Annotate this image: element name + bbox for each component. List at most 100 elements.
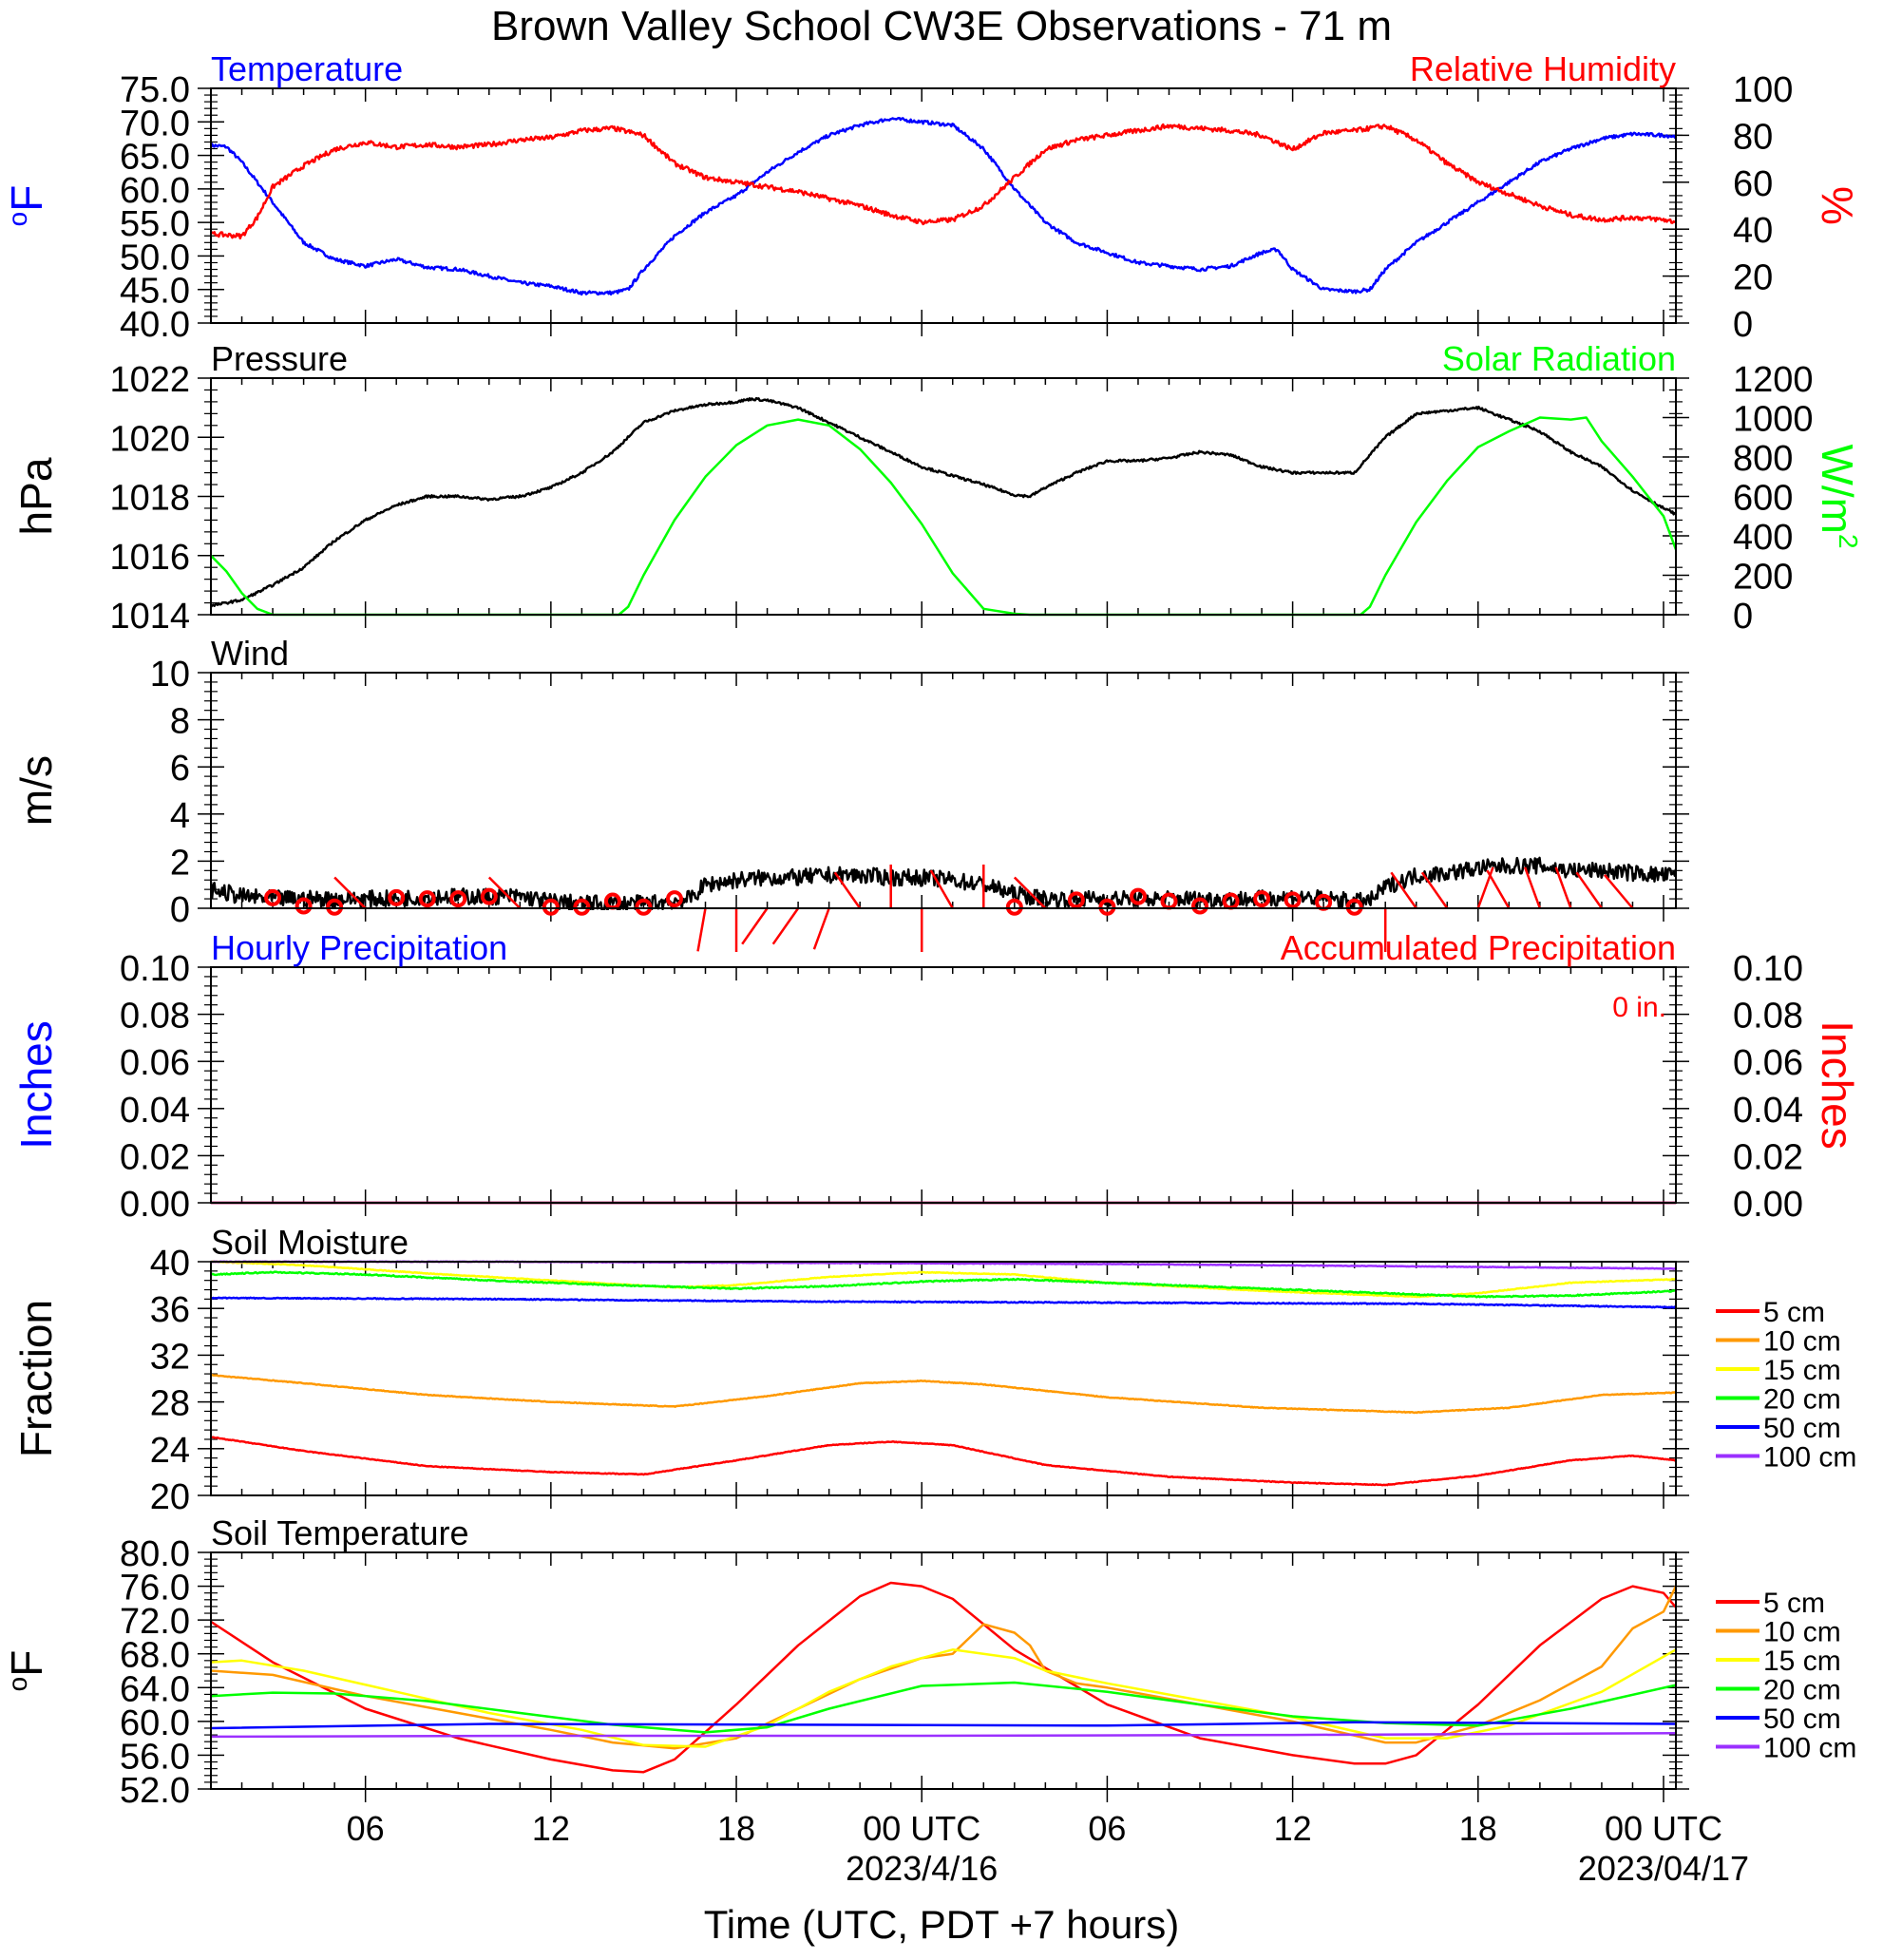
y-tick-label: 1016: [109, 538, 190, 578]
calm-wind-marker: [635, 898, 653, 916]
y-tick-label: 1018: [109, 479, 190, 519]
panel-title-right: Relative Humidity: [1410, 49, 1676, 88]
y2-tick-label: 200: [1733, 558, 1793, 598]
panel-frame: [210, 377, 1677, 616]
y2-tick-label: 600: [1733, 479, 1793, 519]
y-tick-label: 40: [150, 1244, 190, 1284]
panel-title-right: Accumulated Precipitation: [1281, 928, 1676, 967]
legend-label: 20 cm: [1763, 1384, 1841, 1416]
wind-barb: [1575, 871, 1603, 909]
x-tick-label: 00 UTC: [1605, 1809, 1722, 1848]
y2-tick-label: 1200: [1733, 360, 1814, 400]
y-tick-label: 10: [150, 655, 190, 695]
y-tick-label: 0.02: [120, 1137, 190, 1177]
series-group: [211, 116, 1676, 296]
x-tick-date-label: 2023/04/17: [1578, 1849, 1749, 1888]
series-line-red: [211, 1581, 1676, 1774]
wind-barb: [741, 907, 769, 945]
y-axis-title-right: Inches: [1813, 1020, 1862, 1150]
panel-temp_rh: 40.045.050.055.060.065.070.075.0 0 20 40 60 8…: [2, 49, 1862, 345]
y2-tick-label: 0.04: [1733, 1091, 1803, 1131]
y-tick-label: 24: [150, 1431, 190, 1471]
calm-wind-marker: [1253, 890, 1271, 908]
series-line-orange: [211, 1373, 1676, 1415]
calm-wind-marker: [1067, 891, 1085, 909]
y-tick-label: 45.0: [120, 272, 190, 312]
y-axis-title-left: hPa: [11, 457, 61, 535]
x-tick-label: 06: [1088, 1809, 1126, 1848]
y-axis-title-right: W/m2: [1813, 444, 1863, 548]
series-line-black: [211, 396, 1676, 608]
y-tick-label: 32: [150, 1337, 190, 1377]
legend-label: 50 cm: [1763, 1703, 1841, 1735]
y-tick-label: 75.0: [120, 70, 190, 110]
y-tick-label: 72.0: [120, 1602, 190, 1642]
y2-tick-label: 0.08: [1733, 997, 1803, 1037]
calm-wind-marker: [264, 888, 282, 906]
panel-frame: [210, 1551, 1677, 1790]
y-axis-title-right: %: [1813, 186, 1862, 225]
wind-barb: [696, 907, 707, 952]
y2-tick-label: 0: [1733, 597, 1753, 637]
y-tick-label: 0.10: [120, 949, 190, 989]
x-tick-label: 06: [347, 1809, 385, 1848]
y-tick-label: 36: [150, 1290, 190, 1330]
y2-tick-label: 0.00: [1733, 1185, 1803, 1225]
series-line-red: [211, 1436, 1676, 1487]
y-tick-label: 60.0: [120, 171, 190, 211]
y-axis-title-left: oF: [2, 1650, 51, 1692]
y2-tick-label: 0.06: [1733, 1043, 1803, 1083]
panel-frame: [210, 966, 1677, 1204]
y-tick-label: 0.06: [120, 1043, 190, 1083]
x-tick-date-label: 2023/4/16: [846, 1849, 998, 1888]
y-tick-label: 4: [170, 796, 190, 836]
panel-title-left: Temperature: [211, 49, 403, 88]
calm-wind-marker: [326, 898, 344, 916]
wind-barb: [487, 876, 522, 909]
y-tick-label: 65.0: [120, 138, 190, 178]
y-tick-label: 68.0: [120, 1636, 190, 1676]
y-tick-label: 80.0: [120, 1534, 190, 1574]
series-line-blue: [211, 1296, 1676, 1309]
panel-title-left: Wind: [211, 634, 289, 673]
y2-tick-label: 60: [1733, 164, 1773, 204]
y-axis-title-left: oF: [2, 185, 51, 227]
legend-label: 20 cm: [1763, 1675, 1841, 1706]
legend-label: 100 cm: [1763, 1733, 1856, 1764]
y2-tick-label: 20: [1733, 258, 1773, 298]
calm-wind-marker: [1129, 887, 1147, 905]
y-tick-label: 64.0: [120, 1669, 190, 1709]
y-tick-label: 1022: [109, 360, 190, 400]
legend-label: 5 cm: [1763, 1297, 1825, 1328]
wind-barb: [1523, 866, 1542, 909]
legend-label: 10 cm: [1763, 1617, 1841, 1648]
legend-label: 15 cm: [1763, 1646, 1841, 1677]
y-tick-label: 0.00: [120, 1185, 190, 1225]
legend-label: 10 cm: [1763, 1326, 1841, 1358]
y-tick-label: 8: [170, 702, 190, 742]
calm-wind-marker: [388, 888, 406, 906]
series-line-red: [211, 123, 1676, 240]
y2-tick-label: 0.10: [1733, 949, 1803, 989]
x-tick-label: 12: [532, 1809, 570, 1848]
calm-wind-marker: [1005, 898, 1023, 916]
y-axis-title-left: Fraction: [11, 1300, 61, 1457]
y-tick-label: 0.04: [120, 1091, 190, 1131]
calm-wind-marker: [665, 890, 683, 908]
y-tick-label: 50.0: [120, 238, 190, 277]
calm-wind-marker: [1191, 897, 1209, 915]
wind-barb: [1486, 869, 1511, 909]
legend-label: 15 cm: [1763, 1355, 1841, 1386]
y-tick-label: 52.0: [120, 1771, 190, 1811]
y-tick-label: 28: [150, 1384, 190, 1424]
panel-title-left: Soil Moisture: [211, 1223, 409, 1262]
calm-wind-marker: [480, 887, 498, 905]
calm-wind-marker: [573, 898, 591, 916]
y-tick-label: 6: [170, 749, 190, 789]
panel-frame: [210, 87, 1677, 324]
wind-barb: [812, 907, 830, 950]
y2-tick-label: 0: [1733, 305, 1753, 345]
y-tick-label: 1020: [109, 419, 190, 459]
y-axis-title-left: m/s: [11, 755, 61, 826]
y2-tick-label: 40: [1733, 211, 1773, 251]
